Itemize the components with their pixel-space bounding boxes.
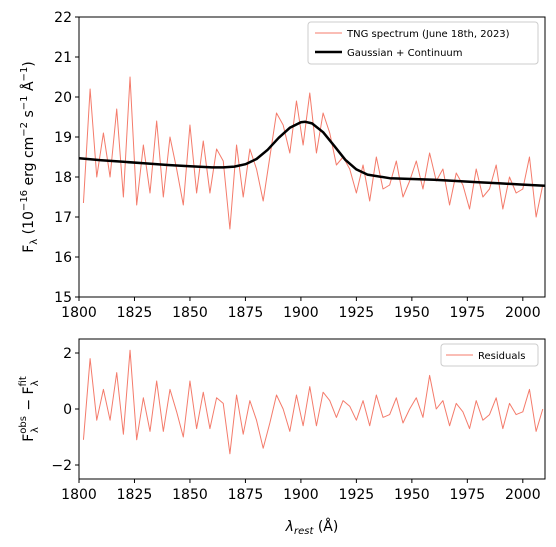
top-x-tick-label: 1875	[228, 305, 264, 321]
legend-residuals-label: Residuals	[478, 351, 525, 362]
top-panel: 1800 1825 1850 1875 1900 1925 1950 1975 2000 151…	[19, 10, 546, 321]
bottom-plot-area	[82, 349, 544, 455]
top-x-tick-label: 1825	[117, 305, 153, 321]
bottom-panel: 1800 1825 1850 1875 1900 1925 1950 1975 2000 −2 0…	[18, 338, 546, 537]
top-series-group	[79, 76, 545, 230]
bottom-x-tick-label: 1825	[117, 487, 153, 503]
bottom-legend-box	[440, 343, 539, 367]
bottom-x-tick-label: 2000	[505, 487, 541, 503]
bottom-series-residuals	[82, 349, 544, 455]
bottom-y-axis-label: Fobsλ − Ffitλ	[18, 376, 41, 442]
top-legend-box	[307, 21, 539, 65]
bottom-x-tick-label: 1850	[172, 487, 208, 503]
top-plot-area	[79, 76, 545, 230]
bottom-legend: Residuals	[440, 343, 539, 367]
top-series-gaussian-continuum	[79, 120, 545, 188]
top-x-tick-label: 1925	[339, 305, 375, 321]
bottom-x-tick-label: 1875	[228, 487, 264, 503]
top-y-tick-label: 18	[54, 170, 72, 186]
top-y-tick-label: 16	[54, 250, 72, 266]
top-y-tick-label: 22	[54, 10, 72, 26]
top-x-tick-label: 1900	[283, 305, 319, 321]
legend-fit-label: Gaussian + Continuum	[347, 48, 463, 59]
bottom-x-axis-label: λrest (Å)	[285, 518, 339, 537]
legend-spectrum-label: TNG spectrum (June 18th, 2023)	[346, 29, 510, 40]
bottom-x-tick-label: 1900	[283, 487, 319, 503]
top-series-tng-spectrum-june-18th-2023	[82, 76, 544, 230]
bottom-x-tick-label: 1800	[61, 487, 97, 503]
top-y-axis-label: Fλ (10−16 erg cm−2 s−1 Å−1)	[19, 61, 40, 253]
top-y-tick-label: 17	[54, 210, 72, 226]
top-y-tick-label: 20	[54, 90, 72, 106]
top-x-tick-label: 1800	[61, 305, 97, 321]
bottom-y-tick-label: 0	[63, 402, 72, 418]
bottom-x-tick-label: 1950	[394, 487, 430, 503]
top-y-tick-label: 19	[54, 130, 72, 146]
top-x-ticks: 1800 1825 1850 1875 1900 1925 1950 1975 2000	[61, 297, 541, 321]
bottom-y-ticks: −2 0 2	[51, 346, 79, 474]
top-legend: TNG spectrum (June 18th, 2023) Gaussian …	[307, 21, 539, 65]
top-axes-frame	[78, 16, 546, 298]
top-y-ticks: 15 16 17 18 19 20 21 22	[54, 10, 79, 306]
top-x-tick-label: 1850	[172, 305, 208, 321]
top-x-tick-label: 2000	[505, 305, 541, 321]
bottom-y-tick-label: −2	[51, 458, 72, 474]
bottom-x-tick-label: 1975	[450, 487, 486, 503]
top-y-tick-label: 15	[54, 290, 72, 306]
bottom-y-tick-label: 2	[63, 346, 72, 362]
bottom-x-tick-label: 1925	[339, 487, 375, 503]
bottom-x-ticks: 1800 1825 1850 1875 1900 1925 1950 1975 2000	[61, 479, 541, 503]
top-x-tick-label: 1950	[394, 305, 430, 321]
bottom-series-group	[82, 349, 544, 455]
top-x-tick-label: 1975	[450, 305, 486, 321]
top-y-tick-label: 21	[54, 50, 72, 66]
